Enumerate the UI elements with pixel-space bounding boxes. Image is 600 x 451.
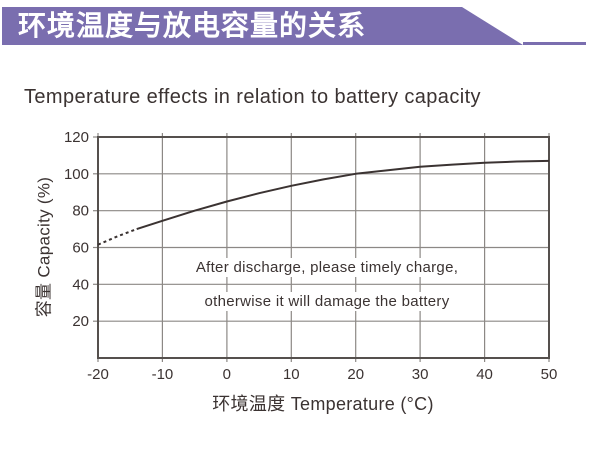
- chart-title: Temperature effects in relation to batte…: [24, 86, 481, 108]
- x-tick-label: 10: [283, 366, 300, 383]
- x-axis-title: 环境温度 Temperature (°C): [212, 394, 434, 414]
- y-tick-label: 20: [72, 313, 89, 330]
- x-tick-label: 30: [412, 366, 429, 383]
- y-tick-label: 40: [72, 276, 89, 293]
- annotation-line-1: After discharge, please timely charge,: [186, 258, 468, 277]
- header-banner-underline: [523, 42, 586, 45]
- y-tick-label: 100: [64, 166, 89, 183]
- header-banner: [2, 7, 523, 45]
- x-tick-label: 20: [347, 366, 364, 383]
- x-tick-label: 0: [223, 366, 231, 383]
- x-tick-label: -10: [152, 366, 174, 383]
- y-tick-label: 120: [64, 129, 89, 146]
- x-tick-label: 40: [476, 366, 493, 383]
- page-title: 环境温度与放电容量的关系: [18, 10, 367, 41]
- y-tick-label: 80: [72, 203, 89, 220]
- annotation-line-2: otherwise it will damage the battery: [195, 292, 459, 311]
- plot-frame: [97, 136, 550, 359]
- capacity-curve: [136, 159, 550, 231]
- capacity-curve-dashed: [97, 228, 138, 246]
- x-tick-label: 50: [541, 366, 558, 383]
- x-tick-label: -20: [87, 366, 109, 383]
- y-tick-label: 60: [72, 240, 89, 257]
- y-axis-title: 容量 Capacity (%): [34, 176, 54, 318]
